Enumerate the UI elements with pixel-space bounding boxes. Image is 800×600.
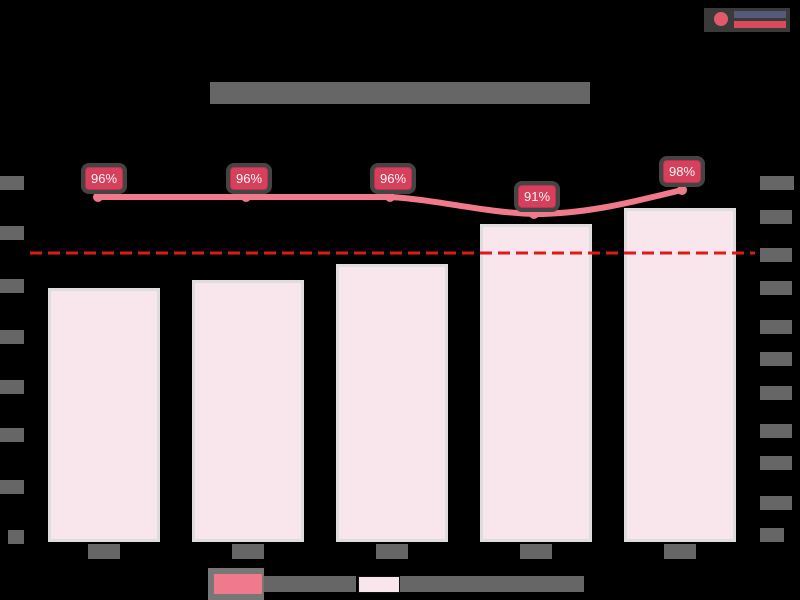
logo-text — [734, 11, 786, 18]
data-label-5: 98% — [663, 160, 702, 183]
data-label-3: 96% — [374, 167, 413, 190]
legend-swatch-bar — [358, 576, 400, 593]
chart-title — [210, 82, 590, 104]
logo-icon — [714, 12, 728, 26]
bar-1 — [48, 288, 160, 542]
logo-subtext — [734, 21, 786, 28]
brand-logo — [704, 8, 790, 32]
bar-2 — [192, 280, 304, 542]
data-label-1: 96% — [85, 167, 124, 190]
data-label-4: 91% — [518, 185, 557, 208]
legend-swatch-line — [214, 574, 262, 594]
bar-3 — [336, 264, 448, 542]
data-label-2: 96% — [230, 167, 269, 190]
bar-4 — [480, 224, 592, 542]
bar-5 — [624, 208, 736, 542]
